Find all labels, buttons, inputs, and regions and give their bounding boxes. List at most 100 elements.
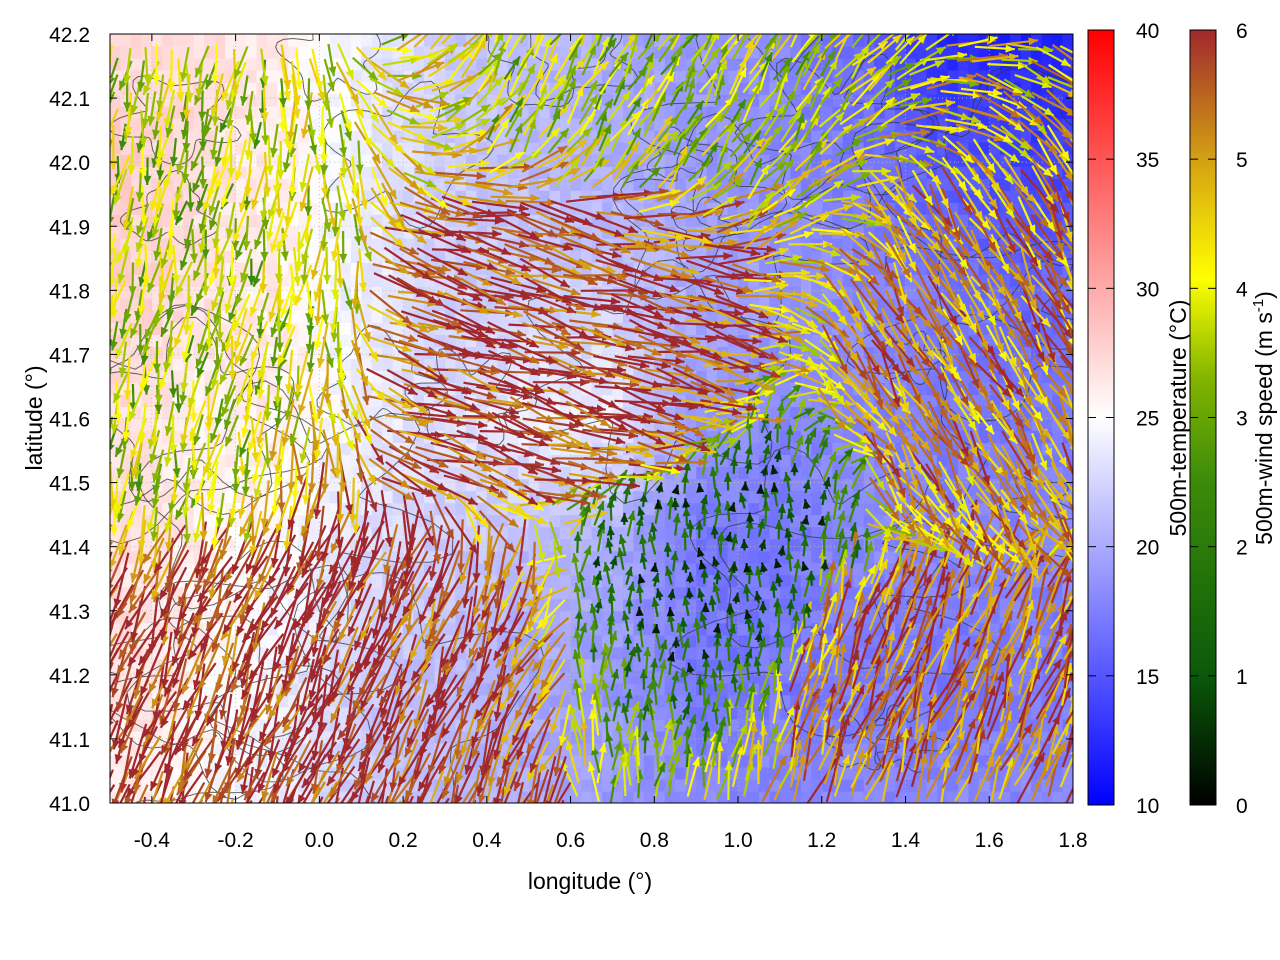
heatmap-cell xyxy=(685,754,697,768)
heatmap-cell xyxy=(978,238,990,251)
heatmap-cell xyxy=(800,694,812,708)
heatmap-cell xyxy=(936,779,948,792)
heatmap-cell xyxy=(413,598,425,612)
heatmap-cell xyxy=(800,454,812,468)
heatmap-cell xyxy=(455,730,467,744)
heatmap-cell xyxy=(528,730,540,744)
heatmap-cell xyxy=(811,742,823,756)
heatmap-cell xyxy=(329,670,341,684)
heatmap-cell xyxy=(308,694,320,708)
heatmap-cell xyxy=(528,767,540,780)
heatmap-cell xyxy=(936,706,948,720)
heatmap-cell xyxy=(748,670,760,684)
heatmap-cell xyxy=(602,791,614,803)
heatmap-cell xyxy=(654,550,666,564)
heatmap-cell xyxy=(842,730,854,744)
heatmap-cell xyxy=(738,791,750,803)
heatmap-cell xyxy=(664,742,676,756)
heatmap-cell xyxy=(361,214,373,227)
heatmap-cell xyxy=(486,779,498,792)
heatmap-cell xyxy=(800,706,812,720)
heatmap-cell xyxy=(989,767,1001,780)
heatmap-cell xyxy=(779,682,791,696)
heatmap-cell xyxy=(183,730,195,744)
heatmap-cell xyxy=(298,791,310,803)
heatmap-cell xyxy=(183,791,195,803)
heatmap-cell xyxy=(748,550,760,564)
heatmap-cell xyxy=(560,779,572,792)
heatmap-cell xyxy=(738,718,750,732)
heatmap-cell xyxy=(612,646,624,660)
plot-area xyxy=(109,33,1074,804)
heatmap-cell xyxy=(759,718,771,732)
heatmap-cell xyxy=(591,779,603,792)
heatmap-cell xyxy=(717,682,729,696)
heatmap-cell xyxy=(727,682,739,696)
heatmap-cell xyxy=(424,502,436,516)
heatmap-cell xyxy=(434,718,446,732)
heatmap-cell xyxy=(455,779,467,792)
heatmap-cell xyxy=(968,730,980,744)
heatmap-cell xyxy=(706,610,718,624)
heatmap-cell xyxy=(1062,767,1073,780)
heatmap-cell xyxy=(528,742,540,756)
heatmap-cell xyxy=(779,454,791,468)
heatmap-cell xyxy=(717,767,729,780)
heatmap-cell xyxy=(800,670,812,684)
heatmap-cell xyxy=(1052,682,1064,696)
heatmap-cell xyxy=(235,694,247,708)
heatmap-cell xyxy=(602,706,614,720)
heatmap-cell xyxy=(916,779,928,792)
heatmap-cell xyxy=(110,730,122,744)
heatmap-cell xyxy=(225,706,237,720)
heatmap-cell xyxy=(413,718,425,732)
heatmap-cell xyxy=(110,226,122,239)
heatmap-cell xyxy=(612,682,624,696)
heatmap-cell xyxy=(350,742,362,756)
heatmap-cell xyxy=(738,550,750,564)
heatmap-cell xyxy=(308,682,320,696)
heatmap-cell xyxy=(738,779,750,792)
heatmap-cell xyxy=(162,466,174,480)
heatmap-cell xyxy=(277,791,289,803)
heatmap-cell xyxy=(1010,694,1022,708)
heatmap-cell xyxy=(162,670,174,684)
heatmap-cell xyxy=(853,670,865,684)
heatmap-cell xyxy=(779,670,791,684)
heatmap-cell xyxy=(811,502,823,516)
heatmap-cell xyxy=(884,742,896,756)
heatmap-cell xyxy=(968,706,980,720)
heatmap-cell xyxy=(371,779,383,792)
heatmap-cell xyxy=(664,526,676,540)
heatmap-cell xyxy=(612,779,624,792)
heatmap-cell xyxy=(696,767,708,780)
heatmap-cell xyxy=(968,767,980,780)
heatmap-cell xyxy=(1041,779,1053,792)
heatmap-cell xyxy=(643,178,655,191)
heatmap-cell xyxy=(905,730,917,744)
heatmap-cell xyxy=(162,394,174,408)
heatmap-cell xyxy=(664,622,676,636)
heatmap-cell xyxy=(1052,694,1064,708)
heatmap-cell xyxy=(675,779,687,792)
heatmap-cell xyxy=(643,791,655,803)
heatmap-cell xyxy=(821,742,833,756)
heatmap-cell xyxy=(1010,730,1022,744)
heatmap-cell xyxy=(853,730,865,744)
heatmap-cell xyxy=(549,718,561,732)
heatmap-cell xyxy=(204,670,216,684)
heatmap-cell xyxy=(675,694,687,708)
heatmap-cell xyxy=(957,694,969,708)
heatmap-cell xyxy=(465,767,477,780)
heatmap-cell xyxy=(759,706,771,720)
heatmap-cell xyxy=(1041,718,1053,732)
heatmap-cell xyxy=(581,646,593,660)
heatmap-cell xyxy=(507,526,519,540)
heatmap-cell xyxy=(507,670,519,684)
heatmap-cell xyxy=(800,767,812,780)
heatmap-cell xyxy=(916,706,928,720)
heatmap-cell xyxy=(863,754,875,768)
heatmap-cell xyxy=(214,779,226,792)
heatmap-cell xyxy=(350,718,362,732)
heatmap-cell xyxy=(465,166,477,179)
